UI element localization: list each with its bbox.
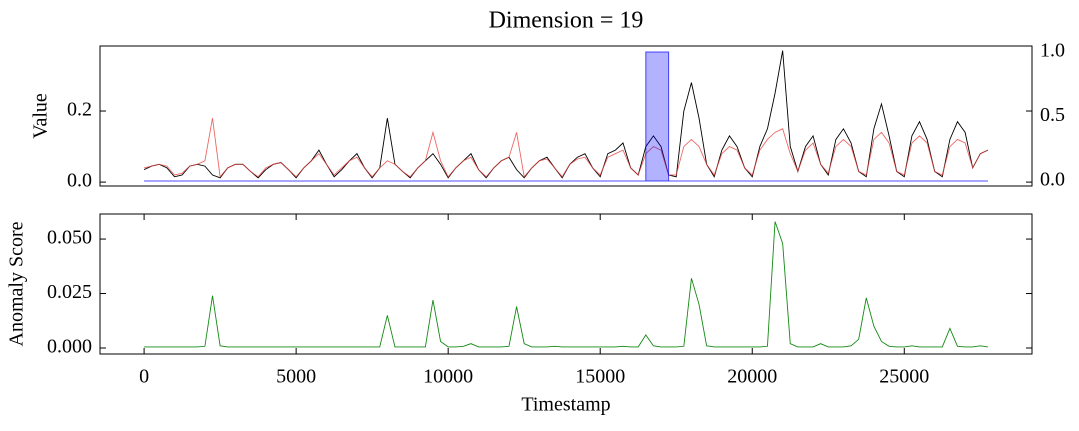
y2-tick-label: 0.0	[1040, 169, 1065, 191]
y-tick-label: 0.050	[47, 227, 92, 249]
x-tick-label: 15000	[575, 366, 625, 388]
x-tick-label: 5000	[276, 366, 316, 388]
series-line	[143, 50, 989, 179]
plot-frame	[99, 45, 1033, 187]
x-tick-label: 20000	[727, 366, 777, 388]
y-tick-label: 0.000	[47, 336, 92, 358]
y-tick-label: 0.025	[47, 281, 92, 303]
x-tick-label: 0	[139, 366, 149, 388]
y-axis-label: Value	[30, 93, 52, 139]
y-tick-label: 0.2	[67, 99, 92, 121]
chart-title: Dimension = 19	[489, 8, 644, 34]
label-area	[144, 51, 988, 182]
y-tick-label: 0.0	[67, 170, 92, 192]
x-axis-label: Timestamp	[521, 394, 610, 416]
x-tick-label: 25000	[879, 366, 929, 388]
plot-frame	[99, 213, 1033, 355]
series-line	[143, 118, 989, 178]
y2-tick-label: 0.5	[1040, 104, 1065, 126]
y2-tick-label: 1.0	[1040, 40, 1065, 62]
series-line	[144, 221, 988, 348]
y-axis-label: Anomaly Score	[6, 221, 28, 346]
x-tick-label: 10000	[423, 366, 473, 388]
